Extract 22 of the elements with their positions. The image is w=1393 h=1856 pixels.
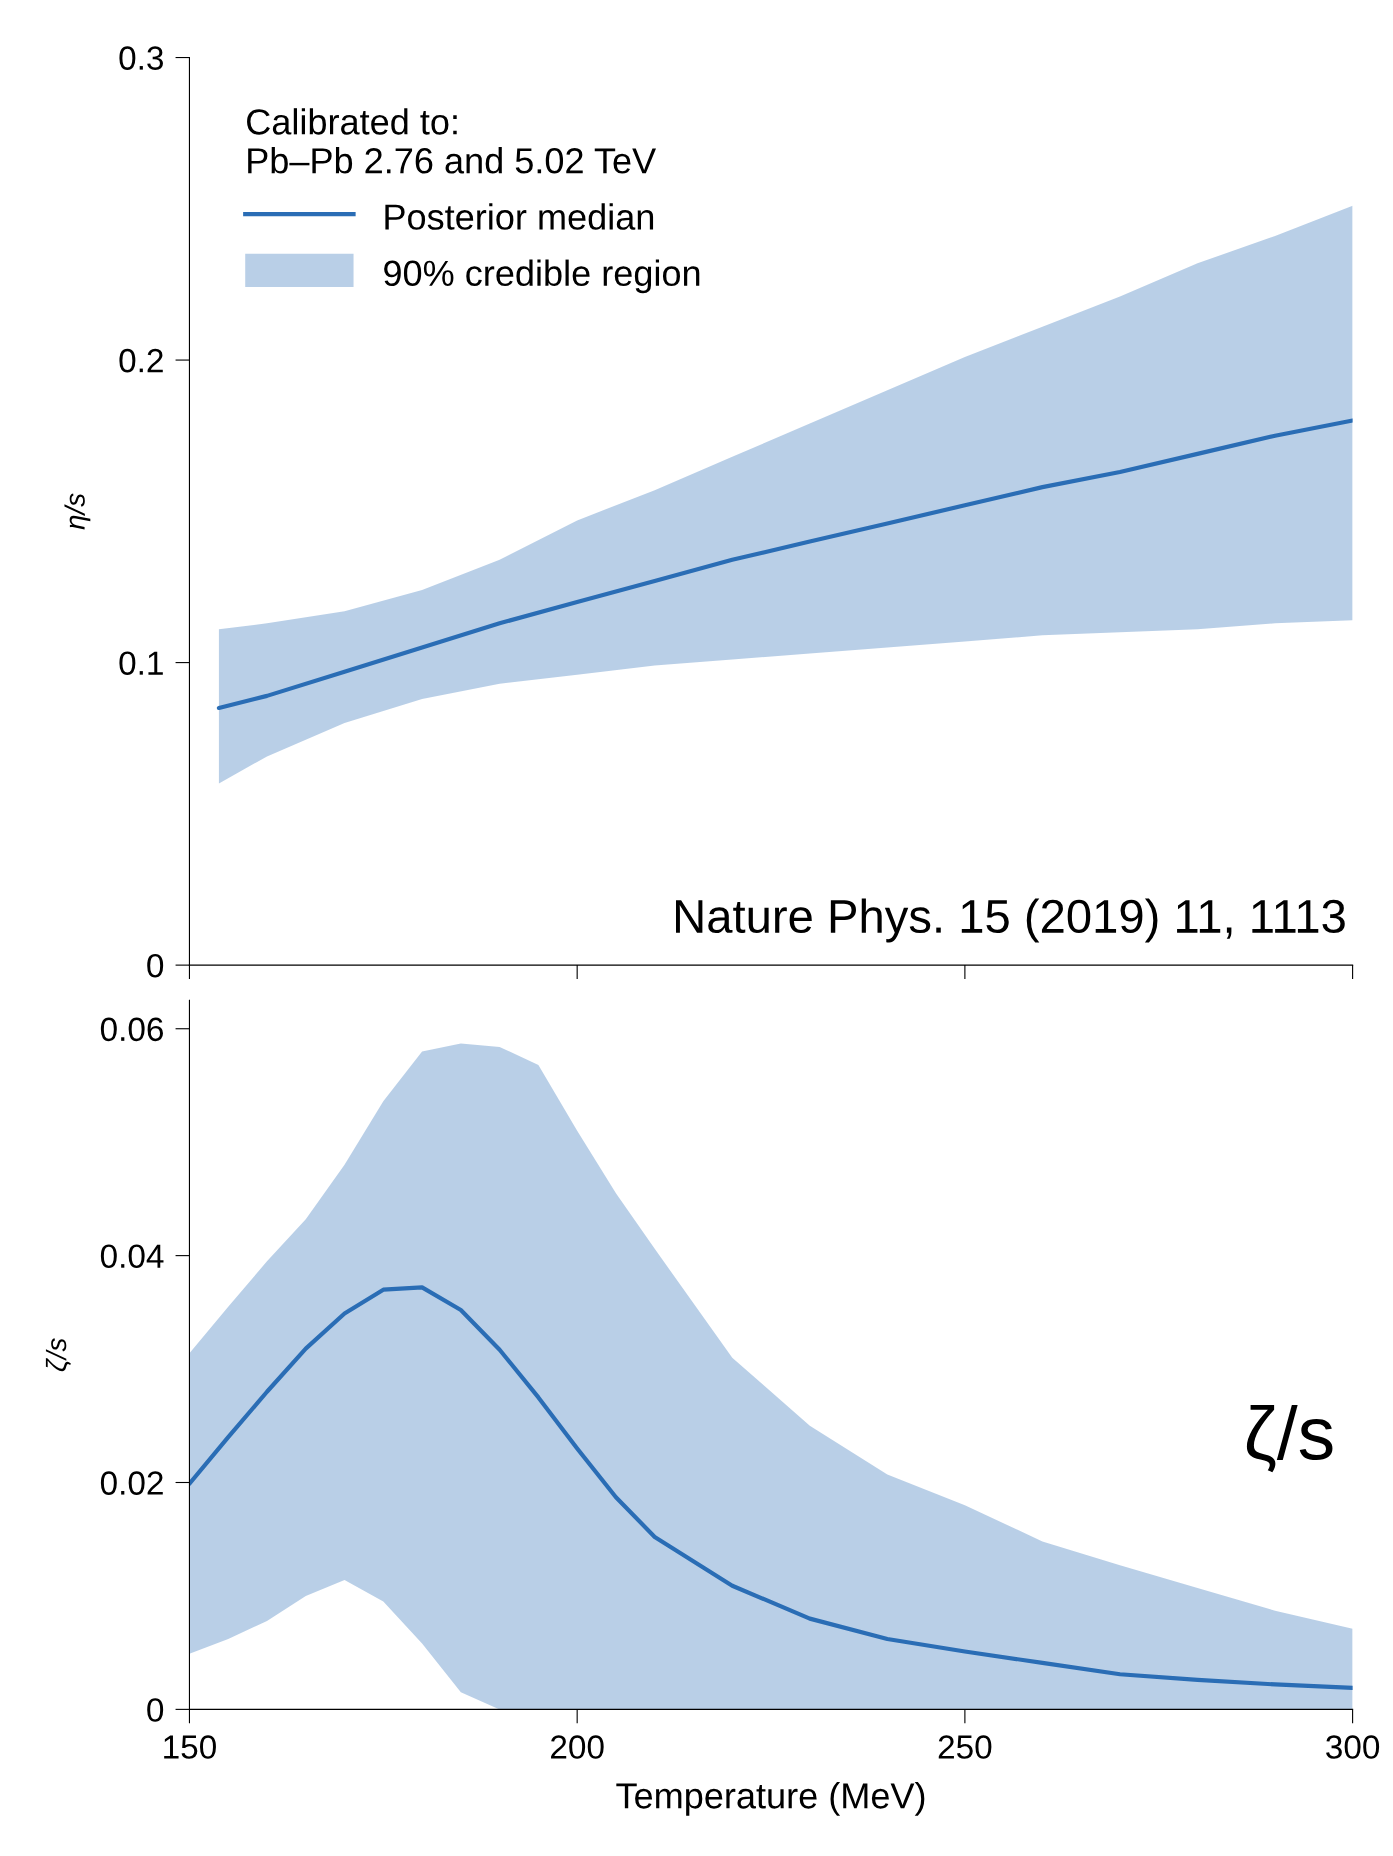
x-tick-label: 200 xyxy=(551,1735,604,1759)
y-axis-title: ζ/s xyxy=(45,1338,71,1372)
legend-title: Calibrated to: Pb–Pb 2.76 and 5.02 TeV xyxy=(247,108,656,174)
x-tick-label: 150 xyxy=(164,1735,216,1759)
y-tick-label: 0.02 xyxy=(100,1471,163,1495)
annotation: 90% credible region xyxy=(384,259,700,294)
y-tick-label: 0 xyxy=(147,953,164,978)
y-tick-label: 0.2 xyxy=(119,348,163,373)
x-tick-label: 250 xyxy=(938,1735,992,1759)
legend-label: Posterior median xyxy=(385,203,654,230)
annotation: ζ/s xyxy=(1246,1405,1333,1473)
annotation: Nature Phys. 15 (2019) 11, 1113 xyxy=(676,898,1345,943)
y-tick-label: 0.3 xyxy=(119,46,163,70)
line-series xyxy=(189,1285,1353,1690)
x-tick-label: 300 xyxy=(1326,1735,1380,1759)
y-tick-label: 0.04 xyxy=(100,1244,164,1269)
y-tick-label: 0.1 xyxy=(119,651,163,675)
y-tick-label: 0.06 xyxy=(100,1017,163,1042)
y-axis-title: η/s xyxy=(64,493,91,530)
line-series xyxy=(216,418,1353,711)
y-tick-label: 0 xyxy=(147,1698,164,1722)
x-axis-title: Temperature (MeV) xyxy=(616,1782,925,1816)
